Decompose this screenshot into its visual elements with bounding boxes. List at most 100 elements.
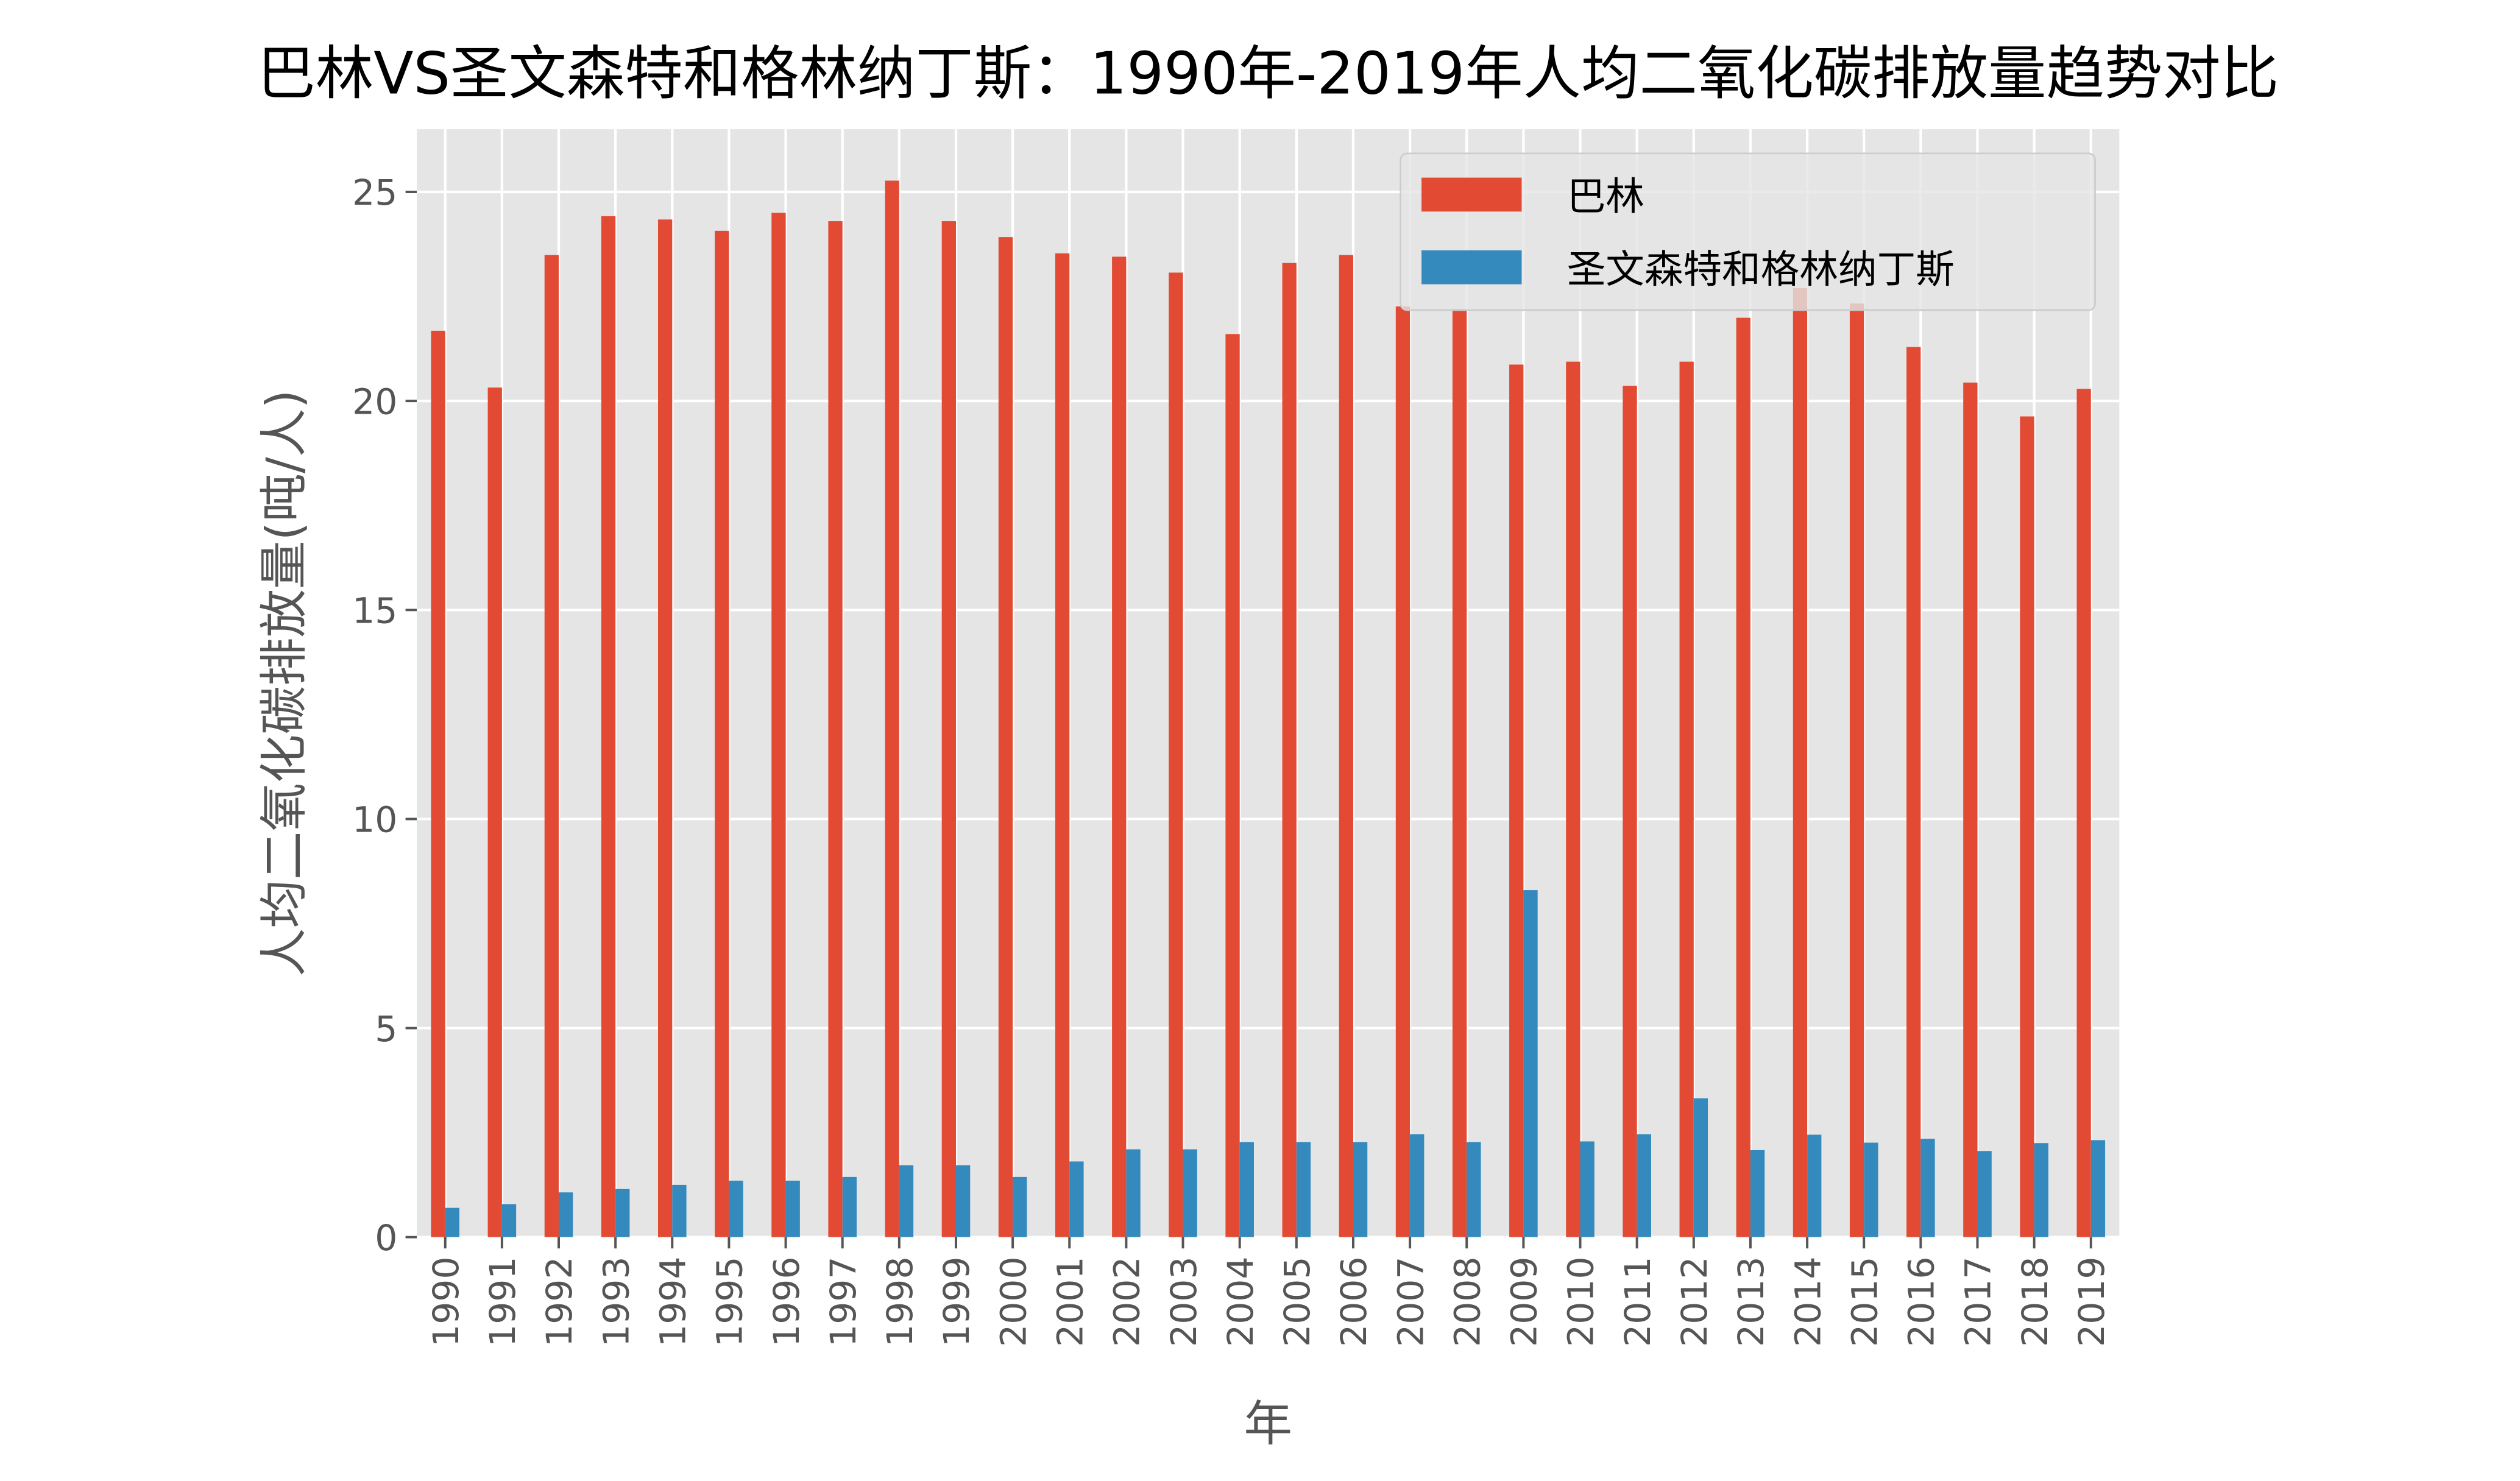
legend-label-bahrain: 巴林 [1567, 175, 1644, 220]
bar-svg-2003 [1183, 1149, 1197, 1237]
x-tick-label: 1991 [482, 1257, 523, 1347]
bar-svg-2000 [1013, 1176, 1027, 1237]
bar-bahrain-2010 [1566, 361, 1580, 1237]
x-tick-label: 2006 [1333, 1257, 1375, 1347]
bar-svg-1993 [615, 1189, 630, 1237]
bar-bahrain-1996 [771, 213, 786, 1237]
bar-svg-2019 [2090, 1140, 2106, 1237]
bar-bahrain-2017 [1963, 382, 1978, 1237]
bar-svg-2009 [1523, 890, 1538, 1237]
x-tick-label: 2014 [1787, 1257, 1828, 1347]
plot-area [417, 129, 2120, 1237]
legend-swatch-bahrain [1421, 177, 1522, 212]
bar-bahrain-2016 [1906, 347, 1921, 1237]
bar-svg-2012 [1693, 1098, 1708, 1237]
bar-svg-2002 [1126, 1149, 1141, 1237]
y-tick-label: 5 [375, 1008, 397, 1050]
bar-bahrain-2014 [1793, 288, 1808, 1237]
bar-svg-2008 [1467, 1142, 1481, 1237]
bar-svg-2018 [2034, 1143, 2048, 1237]
bar-svg-2010 [1580, 1141, 1594, 1237]
bar-svg-1992 [559, 1192, 573, 1237]
x-axis-label: 年 [1244, 1396, 1292, 1452]
bar-svg-1990 [445, 1207, 460, 1237]
bar-svg-2015 [1864, 1142, 1878, 1237]
x-tick-label: 1997 [823, 1257, 864, 1347]
bar-svg-1997 [842, 1176, 857, 1237]
x-tick-label: 2019 [2071, 1257, 2112, 1347]
bar-bahrain-1992 [544, 255, 559, 1237]
x-tick-label: 1999 [936, 1257, 977, 1347]
legend-swatch-svg [1421, 250, 1522, 285]
bar-bahrain-2006 [1339, 255, 1353, 1237]
x-tick-label: 1990 [425, 1257, 467, 1347]
bar-svg-1995 [729, 1181, 743, 1237]
y-axis-label: 人均二氧化碳排放量(吨/人) [255, 390, 312, 977]
bar-bahrain-2009 [1509, 364, 1524, 1237]
bar-bahrain-2011 [1623, 386, 1637, 1237]
bar-bahrain-1999 [941, 221, 956, 1237]
x-tick-label: 2008 [1446, 1257, 1488, 1347]
y-tick-label: 20 [352, 381, 397, 422]
bar-bahrain-2004 [1225, 334, 1240, 1237]
bar-svg-1998 [899, 1165, 914, 1237]
bar-bahrain-1994 [658, 219, 673, 1237]
x-tick-label: 1994 [652, 1257, 693, 1347]
bar-bahrain-2003 [1169, 272, 1183, 1237]
bar-bahrain-1991 [487, 387, 502, 1237]
bar-svg-1994 [672, 1184, 687, 1237]
bar-svg-1999 [955, 1165, 971, 1237]
bar-bahrain-2012 [1679, 361, 1694, 1237]
x-tick-label: 1992 [539, 1257, 580, 1347]
bar-bahrain-2007 [1395, 306, 1410, 1237]
bar-svg-1996 [785, 1181, 800, 1237]
x-tick-label: 2002 [1106, 1257, 1148, 1347]
y-tick-label: 25 [352, 172, 397, 213]
x-tick-label: 2005 [1276, 1257, 1318, 1347]
y-tick-label: 15 [352, 590, 397, 631]
x-tick-label: 2011 [1617, 1257, 1658, 1347]
x-tick-label: 2013 [1730, 1257, 1772, 1347]
bar-svg-2013 [1750, 1150, 1765, 1237]
x-tick-label: 2017 [1958, 1257, 1999, 1347]
bar-bahrain-1993 [601, 216, 616, 1237]
bar-bahrain-2008 [1452, 309, 1467, 1237]
x-tick-label: 2009 [1504, 1257, 1545, 1347]
x-tick-label: 2012 [1674, 1257, 1715, 1347]
bar-bahrain-2013 [1736, 317, 1750, 1237]
x-tick-label: 2015 [1844, 1257, 1885, 1347]
bar-svg-2007 [1410, 1134, 1425, 1237]
bar-svg-2017 [1977, 1151, 1992, 1237]
bar-bahrain-2019 [2076, 389, 2091, 1237]
y-axis: 0 5 10 15 20 25 [352, 172, 417, 1259]
x-tick-label: 2000 [993, 1257, 1034, 1347]
bar-svg-2005 [1296, 1142, 1311, 1237]
x-tick-label: 1995 [709, 1257, 751, 1347]
bars [431, 180, 2106, 1237]
bar-svg-2011 [1637, 1134, 1651, 1237]
bar-bahrain-2001 [1055, 253, 1070, 1237]
x-tick-label: 2007 [1390, 1257, 1431, 1347]
bar-svg-2006 [1353, 1142, 1368, 1237]
bar-bahrain-2002 [1112, 256, 1127, 1237]
x-tick-label: 1996 [766, 1257, 807, 1347]
bar-bahrain-1990 [431, 330, 445, 1237]
bar-bahrain-2005 [1282, 263, 1297, 1237]
bar-svg-2014 [1807, 1134, 1822, 1237]
x-tick-label: 2001 [1049, 1257, 1091, 1347]
bar-bahrain-2018 [2020, 416, 2034, 1237]
legend: 巴林 圣文森特和格林纳丁斯 [1400, 152, 2096, 311]
y-tick-label: 10 [352, 799, 397, 841]
bar-bahrain-2015 [1849, 303, 1864, 1237]
y-tick-label: 0 [375, 1217, 397, 1259]
legend-label-svg: 圣文森特和格林纳丁斯 [1567, 247, 1955, 292]
bar-svg-2016 [1920, 1139, 1935, 1237]
x-tick-label: 2003 [1163, 1257, 1205, 1347]
bar-svg-2004 [1239, 1142, 1254, 1237]
x-tick-label: 2016 [1901, 1257, 1942, 1347]
x-tick-label: 2018 [2014, 1257, 2056, 1347]
x-tick-label: 1998 [879, 1257, 921, 1347]
bar-svg-2001 [1069, 1161, 1084, 1237]
legend-box [1400, 152, 2096, 311]
